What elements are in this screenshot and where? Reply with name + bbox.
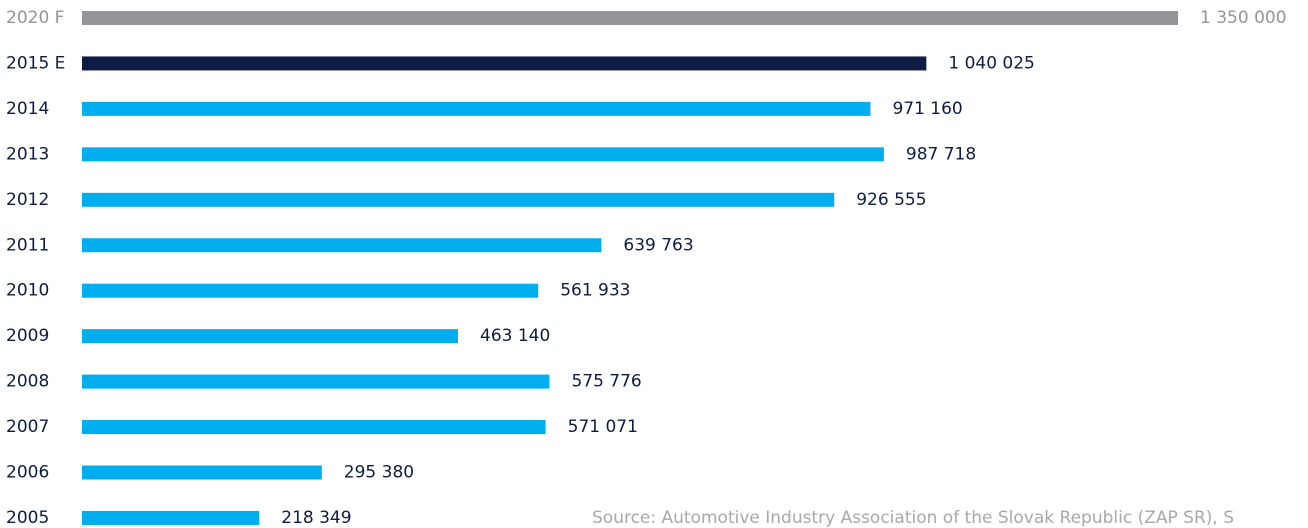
category-label: 2007 <box>6 417 49 437</box>
bar <box>82 192 835 207</box>
category-label: 2006 <box>6 463 49 483</box>
bar <box>82 147 884 162</box>
value-label: 561 933 <box>560 281 630 301</box>
value-label: 987 718 <box>906 144 976 164</box>
value-label: 971 160 <box>892 99 962 119</box>
value-label: 463 140 <box>480 326 550 346</box>
bar <box>82 283 539 298</box>
source-note: Source: Automotive Industry Association … <box>592 508 1234 528</box>
category-label: 2014 <box>6 99 49 119</box>
value-label: 295 380 <box>344 463 414 483</box>
value-label: 926 555 <box>856 190 926 210</box>
category-label: 2012 <box>6 190 49 210</box>
category-label: 2009 <box>6 326 49 346</box>
bar <box>82 101 871 116</box>
bar <box>82 329 459 344</box>
value-label: 575 776 <box>571 372 641 392</box>
category-label: 2013 <box>6 144 49 164</box>
value-label: 571 071 <box>568 417 638 437</box>
value-label: 218 349 <box>281 508 351 528</box>
bar <box>82 510 260 525</box>
bar <box>82 238 602 253</box>
category-label: 2010 <box>6 281 49 301</box>
bar <box>82 374 550 389</box>
category-label: 2005 <box>6 508 49 528</box>
bar <box>82 56 927 71</box>
category-label: 2020 F <box>6 8 64 28</box>
value-label: 1 040 025 <box>948 53 1035 73</box>
bar <box>82 465 322 480</box>
category-label: 2008 <box>6 372 49 392</box>
category-label: 2015 E <box>6 53 65 73</box>
bar <box>82 420 546 435</box>
bar <box>82 11 1178 25</box>
value-label: 639 763 <box>623 235 693 255</box>
value-label: 1 350 000 <box>1200 8 1287 28</box>
category-label: 2011 <box>6 235 49 255</box>
